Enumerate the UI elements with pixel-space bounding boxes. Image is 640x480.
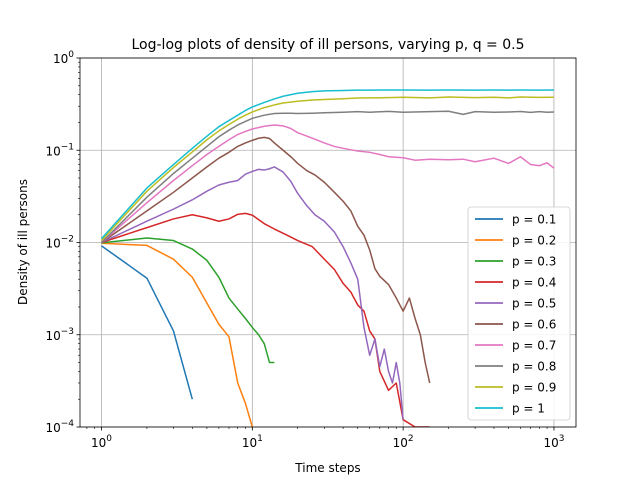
x-axis-label: Time steps: [294, 461, 360, 475]
y-tick-label: 10−3: [45, 327, 74, 343]
series-line-3: [101, 237, 275, 364]
legend: p = 0.1 p = 0.2 p = 0.3 p = 0.4 p = 0.5 p = 0…: [467, 206, 571, 421]
legend-item-label: p = 0.8: [512, 360, 556, 374]
legend-item-label: p = 0.1: [512, 213, 556, 227]
series-line-6: [101, 136, 431, 384]
y-tick-label: 10−2: [45, 235, 74, 251]
series-line-8: [100, 110, 554, 244]
chart-title: Log-log plots of density of ill persons,…: [132, 37, 525, 53]
legend-item-label: p = 0.6: [512, 318, 556, 332]
series-line-9: [100, 96, 554, 242]
legend-item-label: p = 0.3: [512, 255, 556, 269]
legend-item-label: p = 0.4: [512, 276, 556, 290]
x-tick-label: 102: [393, 434, 414, 450]
legend-item-label: p = 0.5: [512, 297, 556, 311]
legend-item-label: p = 0.2: [512, 234, 556, 248]
legend-item-label: p = 0.7: [512, 339, 556, 353]
series-line-10: [100, 89, 554, 240]
x-tick-label: 100: [91, 434, 112, 450]
series-line-1: [101, 245, 194, 400]
y-axis-label: Density of ill persons: [16, 179, 30, 305]
legend-item-label: p = 1: [512, 402, 545, 416]
y-tick-label: 10−1: [45, 142, 74, 158]
x-tick-label: 101: [242, 434, 263, 450]
series-line-4: [101, 212, 430, 427]
y-tick-label: 10−4: [45, 419, 74, 435]
x-tick-label: 103: [543, 434, 564, 450]
series-group: [100, 89, 555, 427]
series-line-5: [101, 166, 404, 420]
legend-item-label: p = 0.9: [512, 381, 556, 395]
series-line-2: [101, 242, 254, 427]
series-line-7: [101, 124, 555, 244]
y-tick-label: 100: [53, 50, 74, 66]
